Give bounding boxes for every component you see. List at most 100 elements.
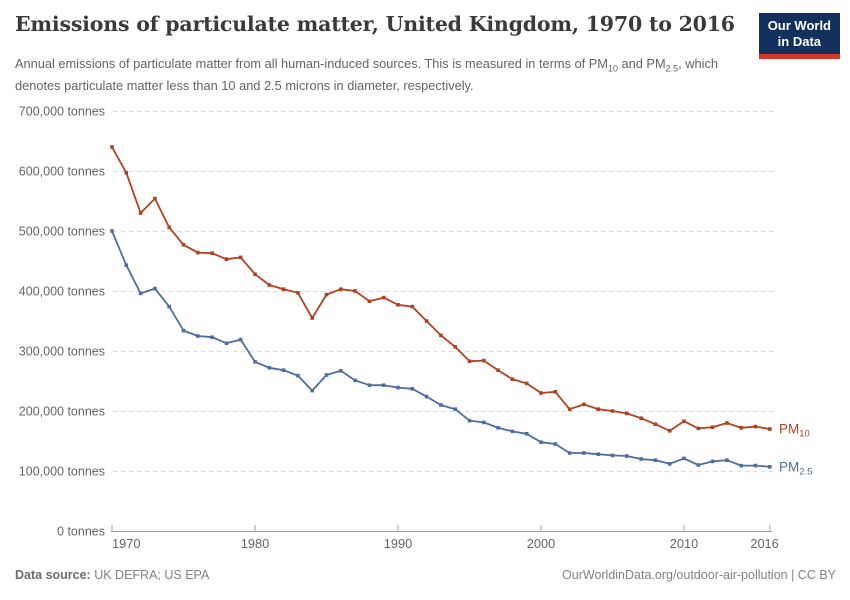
data-point-PM10 <box>639 416 643 420</box>
data-point-PM10 <box>524 381 529 386</box>
data-point-PM2.5 <box>682 456 686 461</box>
data-point-PM10 <box>753 424 758 429</box>
data-point-PM10 <box>610 409 615 413</box>
data-point-PM2.5 <box>768 465 772 469</box>
data-point-PM10 <box>553 390 558 394</box>
data-point-PM2.5 <box>396 385 400 390</box>
subtitle-text: and PM <box>617 56 666 71</box>
y-tick-label: 300,000 tonnes <box>19 345 105 359</box>
data-point-PM10 <box>739 426 743 430</box>
y-tick-label: 400,000 tonnes <box>19 285 105 299</box>
data-point-PM2.5 <box>753 463 758 468</box>
x-tick-label: 1980 <box>241 536 269 551</box>
data-point-PM2.5 <box>153 286 157 291</box>
data-point-PM2.5 <box>410 387 415 391</box>
data-point-PM2.5 <box>567 451 572 455</box>
data-point-PM2.5 <box>367 383 372 387</box>
data-point-PM2.5 <box>253 360 257 364</box>
data-point-PM10 <box>467 359 472 363</box>
data-point-PM2.5 <box>625 454 629 458</box>
series-label-PM10: PM10 <box>779 422 810 440</box>
y-tick-label: 100,000 tonnes <box>19 465 105 479</box>
data-point-PM2.5 <box>196 334 200 338</box>
x-tick-label: 2010 <box>670 536 698 551</box>
data-point-PM2.5 <box>381 383 386 387</box>
data-point-PM10 <box>682 419 686 423</box>
data-point-PM2.5 <box>482 420 486 425</box>
data-point-PM10 <box>224 257 229 261</box>
data-point-PM2.5 <box>181 328 186 333</box>
series-line-PM10 <box>111 146 770 432</box>
data-point-PM2.5 <box>582 451 586 455</box>
data-point-PM2.5 <box>710 459 715 464</box>
data-point-PM10 <box>110 145 114 149</box>
x-tick-label: 2000 <box>527 536 555 551</box>
subtitle-text: , which denotes particulate matter less … <box>15 56 718 94</box>
data-point-PM2.5 <box>524 432 529 436</box>
data-point-PM10 <box>367 299 372 303</box>
data-point-PM10 <box>710 425 715 429</box>
page-title: Emissions of particulate matter, United … <box>15 12 735 36</box>
data-point-PM10 <box>310 316 314 320</box>
y-tick-label: 0 tonnes <box>57 525 105 539</box>
data-point-PM10 <box>582 402 586 407</box>
data-point-PM10 <box>124 171 129 175</box>
data-point-PM2.5 <box>310 388 314 393</box>
data-point-PM10 <box>625 411 629 416</box>
data-point-PM2.5 <box>353 378 357 383</box>
data-point-PM10 <box>238 255 243 260</box>
data-point-PM2.5 <box>653 458 658 462</box>
data-point-PM2.5 <box>324 373 329 377</box>
y-tick-label: 700,000 tonnes <box>19 105 105 119</box>
owid-logo[interactable]: Our World in Data <box>758 13 840 59</box>
data-point-PM2.5 <box>296 373 300 378</box>
data-point-PM10 <box>439 333 443 338</box>
data-point-PM10 <box>725 421 729 425</box>
data-point-PM10 <box>153 196 157 201</box>
subtitle-text: Annual emissions of particulate matter f… <box>15 56 608 71</box>
data-point-PM10 <box>653 422 658 426</box>
data-point-PM2.5 <box>138 291 143 296</box>
data-source: Data source: UK DEFRA; US EPA <box>15 568 209 582</box>
data-point-PM10 <box>381 295 386 300</box>
series-label-PM2.5: PM2.5 <box>779 459 812 477</box>
data-point-PM10 <box>453 345 457 349</box>
x-tick-label: 1990 <box>384 536 412 551</box>
data-point-PM2.5 <box>238 337 243 342</box>
data-point-PM10 <box>768 427 772 431</box>
data-point-PM2.5 <box>439 403 443 407</box>
data-point-PM2.5 <box>739 463 743 468</box>
data-point-PM10 <box>539 391 543 395</box>
data-point-PM2.5 <box>424 394 429 399</box>
data-point-PM2.5 <box>110 229 114 233</box>
y-tick-label: 200,000 tonnes <box>19 405 105 419</box>
data-point-PM10 <box>667 429 672 433</box>
data-point-PM10 <box>510 377 515 381</box>
data-point-PM2.5 <box>281 368 286 372</box>
data-point-PM10 <box>496 368 500 372</box>
data-point-PM2.5 <box>639 457 643 461</box>
owid-link[interactable]: OurWorldinData.org/outdoor-air-pollution… <box>562 568 836 582</box>
data-point-PM10 <box>424 319 429 323</box>
data-point-PM2.5 <box>610 453 615 458</box>
data-point-PM2.5 <box>224 341 229 345</box>
data-point-PM10 <box>353 289 357 293</box>
data-point-PM10 <box>324 292 329 297</box>
data-point-PM2.5 <box>267 366 272 370</box>
data-point-PM10 <box>396 303 400 307</box>
data-point-PM10 <box>482 358 486 363</box>
data-point-PM10 <box>296 291 300 295</box>
y-tick-label: 600,000 tonnes <box>19 165 105 179</box>
data-point-PM10 <box>567 407 572 411</box>
data-point-PM10 <box>281 287 286 291</box>
data-source-label: Data source: <box>15 568 91 582</box>
data-point-PM2.5 <box>210 335 214 339</box>
data-point-PM10 <box>181 243 186 247</box>
data-point-PM2.5 <box>339 369 343 373</box>
data-point-PM10 <box>339 287 343 291</box>
subtitle-subscript: 2.5 <box>665 63 679 74</box>
data-point-PM2.5 <box>453 407 457 411</box>
subtitle-subscript: 10 <box>607 63 618 74</box>
data-point-PM10 <box>196 250 200 255</box>
